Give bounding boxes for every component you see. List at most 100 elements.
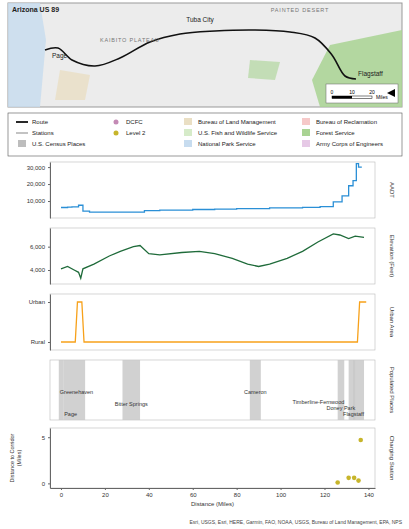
- legend-symbol: [302, 140, 310, 147]
- scale-unit: Miles: [376, 94, 388, 100]
- tick-label: 20: [102, 492, 109, 498]
- tick-label: 6,000: [30, 244, 46, 250]
- legend-symbol: [184, 118, 192, 125]
- legend-item: National Park Service: [184, 140, 256, 147]
- tick-mark: [48, 201, 50, 202]
- tick-label: 30,000: [27, 165, 46, 171]
- legend-item: Army Corps of Engineers: [302, 140, 383, 147]
- tick-mark: [48, 167, 50, 168]
- data-point: [352, 476, 357, 481]
- legend: Route Stations U.S. Census Places DCFC Level…: [8, 113, 402, 156]
- scale-label: 10: [349, 89, 355, 95]
- axis-line: [50, 163, 51, 219]
- tick: 4,000: [30, 267, 50, 273]
- legend-label: U.S. Census Places: [32, 141, 85, 147]
- tick-mark: [48, 437, 50, 438]
- marks: [59, 360, 364, 420]
- legend-item: U.S. Census Places: [18, 140, 85, 147]
- legend-symbol: [114, 120, 119, 125]
- legend-symbol: [114, 131, 119, 136]
- tick-mark: [324, 488, 325, 490]
- tick: Rural: [31, 339, 50, 345]
- data-point: [356, 478, 361, 483]
- tick-mark: [368, 488, 369, 490]
- tick: 0: [42, 481, 50, 487]
- legend-box: [8, 113, 402, 156]
- place-label: Bitter Springs: [115, 401, 148, 407]
- legend-item: Bureau of Land Management: [184, 118, 276, 125]
- plot-frame: [50, 162, 375, 218]
- legend-item: Bureau of Reclamation: [302, 118, 377, 125]
- tick-label: 4,000: [30, 267, 46, 273]
- legend-item: Route: [16, 119, 49, 125]
- map-patch: [312, 30, 402, 107]
- legend-label: U.S. Fish and Wildlife Service: [198, 130, 278, 136]
- tick-mark: [48, 270, 50, 271]
- place-span: [122, 360, 140, 420]
- legend-item: Level 2: [114, 130, 147, 136]
- legend-symbol: [18, 140, 26, 147]
- tick-mark: [193, 488, 194, 490]
- place-label: Flagstaff: [343, 411, 364, 417]
- legend-label: Forest Service: [316, 130, 355, 136]
- tick-label: 40: [146, 492, 153, 498]
- map-label: Page: [52, 52, 68, 60]
- marks: [61, 302, 366, 342]
- plot-frame: [50, 228, 375, 284]
- tick: 10,000: [27, 198, 50, 204]
- legend-symbol: [302, 118, 310, 125]
- place-label: Greenehaven: [60, 389, 93, 395]
- map-label: PAINTED DESERT: [271, 7, 329, 13]
- legend-symbol: [16, 121, 28, 123]
- axis-title: Distance (Miles): [191, 501, 234, 507]
- panel-title: Elevation (Feet): [389, 235, 395, 277]
- panel-title: Populated Places: [389, 367, 395, 414]
- tick: 6,000: [30, 244, 50, 250]
- tick: 30,000: [27, 165, 50, 171]
- legend-symbol: [302, 129, 310, 136]
- chart-svg: Arizona US 89KAIBITO PLATEAUTuba CityPAI…: [0, 0, 409, 529]
- panel: RuralUrbanUrban Area: [29, 294, 395, 351]
- map-patch: [8, 3, 46, 107]
- axis-line: [50, 229, 51, 285]
- north-arrow: [387, 89, 395, 97]
- marks: [61, 164, 362, 212]
- map-label: KAIBITO PLATEAU: [100, 37, 160, 43]
- marks: [335, 438, 363, 485]
- tick: 20,000: [27, 181, 50, 187]
- credit: Esri, USGS, Esri, HERE, Garmin, FAO, NOA…: [190, 519, 403, 525]
- tick-mark: [237, 488, 238, 490]
- legend-symbol: [184, 129, 192, 136]
- tick: 120: [320, 488, 331, 498]
- legend-symbol: [16, 133, 28, 134]
- scale-box: [326, 84, 398, 103]
- panel: 05020406080100120140Charging StationDist…: [9, 428, 395, 507]
- panel: 4,000 6,000 Elevation (Feet): [30, 228, 395, 285]
- panel: 10,00020,00030,000AADT: [27, 162, 395, 219]
- axis-title: Distance to Corridor: [9, 433, 15, 482]
- axis-line: [50, 295, 51, 351]
- tick-label: 20,000: [27, 181, 46, 187]
- map-patch: [248, 60, 280, 80]
- tick-label: 5: [42, 435, 46, 441]
- tick: 5: [42, 435, 50, 441]
- scale-label: 20: [369, 89, 375, 95]
- marks: [61, 234, 364, 278]
- legend-label: Stations: [32, 130, 54, 136]
- tick-label: 100: [276, 492, 287, 498]
- plot-frame: [50, 360, 375, 420]
- legend-item: DCFC: [114, 119, 144, 125]
- axis: 10,000 20,000 30,000: [27, 163, 51, 219]
- map-label: Flagstaff: [358, 70, 383, 78]
- map-title: Arizona US 89: [12, 6, 59, 13]
- tick-label: 10,000: [27, 198, 46, 204]
- legend-symbol: [184, 140, 192, 147]
- data-point: [335, 480, 340, 485]
- plot-frame: [50, 428, 375, 488]
- legend-item: Forest Service: [302, 129, 355, 136]
- tick-label: 140: [364, 492, 375, 498]
- tick: 40: [146, 488, 153, 498]
- legend-label: DCFC: [126, 119, 143, 125]
- legend-label: Army Corps of Engineers: [316, 141, 383, 147]
- place-label: Page: [64, 411, 77, 417]
